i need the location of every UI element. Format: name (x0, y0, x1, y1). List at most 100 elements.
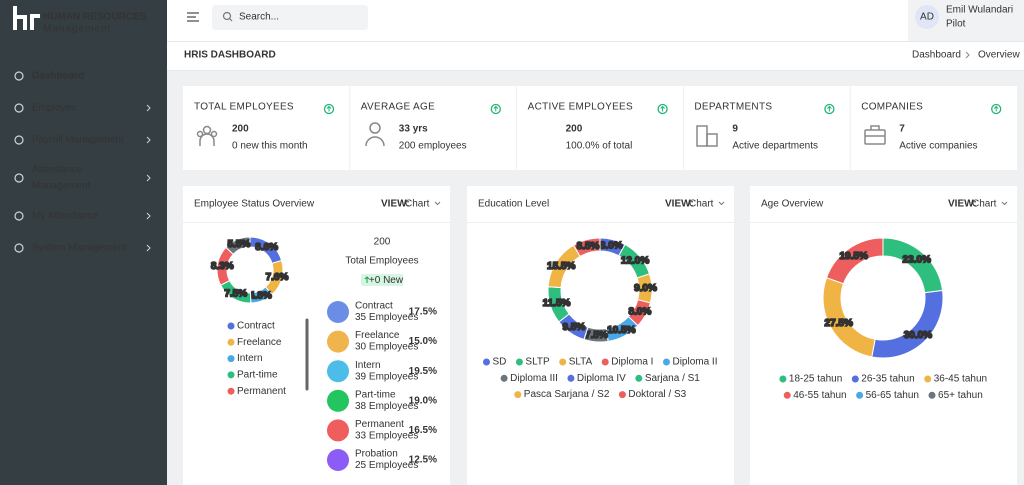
menu-item[interactable]: Payroll Management (14, 135, 151, 146)
legend-label[interactable]: Freelance (237, 337, 282, 348)
view-option[interactable]: Chart (972, 199, 997, 210)
data-label: 23.0% (903, 254, 931, 265)
legend-label[interactable]: 26-35 tahun (861, 374, 914, 385)
legend-label[interactable]: SD (493, 357, 507, 368)
stat-value: 33 yrs (399, 124, 428, 135)
legend-row: Pasca Sarjana / S2 Doktoral / S3 (514, 389, 687, 400)
status-count: 39 Employees (355, 371, 418, 382)
brand-subtitle: Management (43, 24, 111, 35)
search-placeholder[interactable]: Search... (239, 12, 279, 23)
menu-label: System Management (32, 243, 127, 254)
status-count: 33 Employees (355, 431, 418, 442)
menu-item[interactable]: Dashboard (14, 71, 84, 82)
legend-label[interactable]: Part-time (237, 370, 278, 381)
menu-label: Employee (32, 103, 77, 114)
search-box[interactable] (212, 5, 368, 30)
brand-title: HUMAN RESOURCES (43, 12, 147, 23)
badge-arrow (364, 276, 370, 283)
legend-label[interactable]: SLTP (525, 357, 550, 368)
stat-value: 7 (899, 124, 905, 135)
status-percent: 19.5% (409, 366, 437, 377)
legend-label[interactable]: 65+ tahun (938, 390, 983, 401)
view-option[interactable]: Chart (405, 199, 430, 210)
stat-value: 9 (732, 124, 738, 135)
trend-icon (657, 103, 668, 115)
legend-row: 46-55 tahun 56-65 tahun 65+ tahun (783, 390, 983, 401)
status-percent: 19.0% (409, 395, 437, 406)
legend-swatch (601, 358, 609, 366)
breadcrumb-current: Overview (978, 50, 1020, 61)
view-label[interactable]: VIEW: (381, 199, 410, 210)
legend-label[interactable]: 36-45 tahun (934, 374, 987, 385)
data-label: 12.0% (621, 256, 649, 267)
legend-swatch (500, 374, 508, 382)
stat-note: Active companies (899, 141, 977, 152)
legend-swatch (567, 374, 575, 382)
status-percent: 15.0% (409, 336, 437, 347)
legend-row: Diploma III Diploma IV Sarjana / S1 (500, 373, 700, 384)
stat-label: AVERAGE AGE (361, 102, 435, 113)
menu-chevron (146, 212, 151, 220)
data-label: 27.5% (825, 318, 853, 329)
menu-item[interactable]: Attendance Management (14, 165, 151, 192)
data-label: 7.5% (224, 289, 247, 300)
legend-label[interactable]: 56-65 tahun (866, 390, 919, 401)
legend-label[interactable]: 18-25 tahun (789, 374, 842, 385)
legend-swatch (227, 338, 235, 346)
view-option[interactable]: Chart (689, 199, 714, 210)
stats-card (183, 86, 1017, 170)
status-dot (327, 360, 349, 383)
data-label: 10.5% (607, 325, 635, 336)
menu-item[interactable]: Employee (14, 103, 151, 114)
status-percent: 16.5% (409, 425, 437, 436)
dropdown-chevron (1001, 201, 1008, 206)
menu-icon (14, 135, 24, 145)
stat-label: DEPARTMENTS (694, 102, 772, 113)
legend-label[interactable]: Permanent (237, 386, 286, 397)
legend-swatch (559, 358, 567, 366)
status-count: 30 Employees (355, 342, 418, 353)
status-percent: 17.5% (409, 307, 437, 318)
legend-swatch (227, 322, 235, 330)
data-label: 5.5% (227, 239, 250, 250)
legend-label[interactable]: Pasca Sarjana / S2 (524, 389, 610, 400)
status-dot (327, 389, 349, 412)
menu-icon (14, 173, 24, 183)
view-label[interactable]: VIEW: (948, 199, 977, 210)
sidebar (0, 0, 167, 485)
view-label[interactable]: VIEW: (665, 199, 694, 210)
menu-icon (14, 211, 24, 221)
legend-label[interactable]: Intern (237, 353, 263, 364)
status-dot (327, 449, 349, 471)
legend-label[interactable]: 46-55 tahun (793, 390, 846, 401)
menu-toggle[interactable] (187, 12, 199, 22)
legend-label[interactable]: Diploma II (672, 357, 717, 368)
menu-icon (14, 243, 24, 253)
menu-chevron (146, 104, 151, 112)
donut-segment (825, 237, 884, 285)
breadcrumb-link[interactable]: Dashboard (912, 50, 961, 61)
status-count: 38 Employees (355, 401, 418, 412)
menu-item[interactable]: My Attendance (14, 211, 151, 222)
menu-chevron (146, 174, 151, 182)
legend-label[interactable]: Contract (237, 321, 275, 332)
legend-label[interactable]: Sarjana / S1 (645, 373, 700, 384)
legend-label[interactable]: Diploma III (510, 373, 558, 384)
legend-label[interactable]: SLTA (569, 357, 593, 368)
menu-item[interactable]: System Management (14, 243, 151, 254)
legend-label[interactable]: Doktoral / S3 (628, 389, 686, 400)
badge (361, 274, 403, 286)
data-label: 19.5% (839, 251, 867, 262)
search-icon (222, 11, 233, 22)
legend-label[interactable]: Diploma IV (577, 373, 626, 384)
menu-icon (14, 71, 24, 81)
chart-card (183, 186, 450, 485)
trend-icon (323, 103, 335, 115)
trend-icon (824, 103, 835, 115)
legend-swatch (227, 355, 235, 363)
legend-label[interactable]: Diploma I (611, 357, 653, 368)
data-label: 30.0% (904, 330, 932, 341)
stat-note: Active departments (732, 141, 818, 152)
stat-note: 0 new this month (232, 141, 308, 152)
